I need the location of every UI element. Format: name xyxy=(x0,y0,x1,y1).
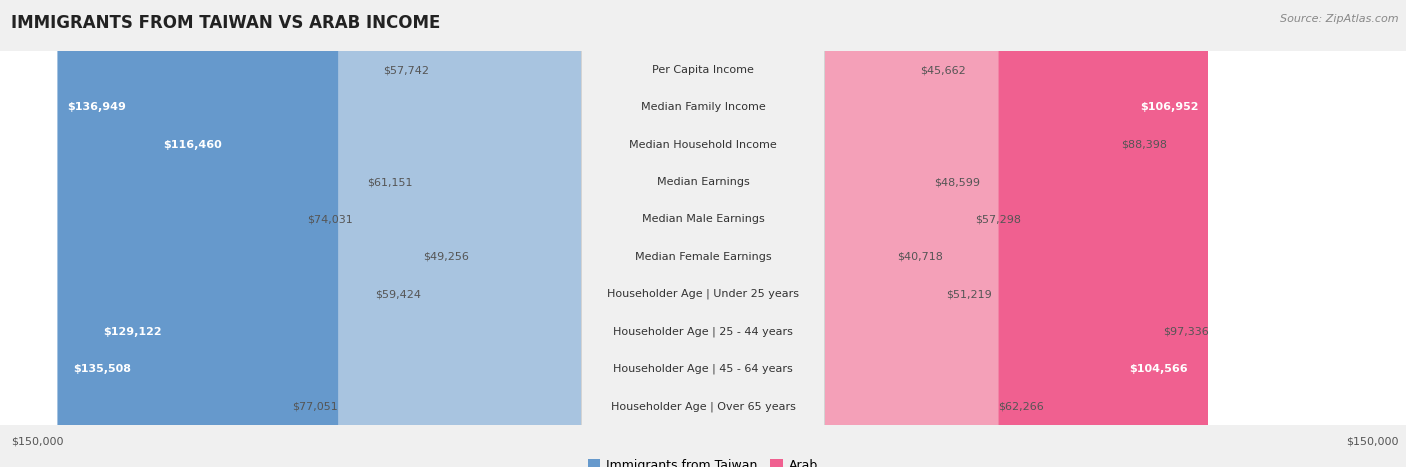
Text: Householder Age | Over 65 years: Householder Age | Over 65 years xyxy=(610,401,796,411)
FancyBboxPatch shape xyxy=(699,0,897,467)
Text: $74,031: $74,031 xyxy=(307,214,353,225)
Text: $116,460: $116,460 xyxy=(163,140,222,150)
Text: $59,424: $59,424 xyxy=(375,289,420,299)
FancyBboxPatch shape xyxy=(412,0,707,467)
FancyBboxPatch shape xyxy=(353,0,707,467)
FancyBboxPatch shape xyxy=(429,0,707,467)
FancyBboxPatch shape xyxy=(420,0,707,467)
FancyBboxPatch shape xyxy=(94,0,707,467)
Text: Source: ZipAtlas.com: Source: ZipAtlas.com xyxy=(1281,14,1399,24)
Text: Householder Age | Under 25 years: Householder Age | Under 25 years xyxy=(607,289,799,299)
Text: $57,298: $57,298 xyxy=(974,214,1021,225)
FancyBboxPatch shape xyxy=(582,0,824,467)
Text: $57,742: $57,742 xyxy=(382,65,429,75)
Text: Median Earnings: Median Earnings xyxy=(657,177,749,187)
Text: $150,000: $150,000 xyxy=(11,436,63,446)
FancyBboxPatch shape xyxy=(699,0,1208,467)
Text: $48,599: $48,599 xyxy=(934,177,980,187)
Text: Householder Age | 45 - 64 years: Householder Age | 45 - 64 years xyxy=(613,364,793,374)
Text: Median Family Income: Median Family Income xyxy=(641,102,765,113)
Text: $150,000: $150,000 xyxy=(1347,436,1399,446)
Text: $77,051: $77,051 xyxy=(292,401,339,411)
FancyBboxPatch shape xyxy=(582,0,824,467)
Text: Median Female Earnings: Median Female Earnings xyxy=(634,252,772,262)
Text: $106,952: $106,952 xyxy=(1140,102,1199,113)
Text: $45,662: $45,662 xyxy=(921,65,966,75)
FancyBboxPatch shape xyxy=(582,0,824,467)
FancyBboxPatch shape xyxy=(582,0,824,467)
Text: $51,219: $51,219 xyxy=(946,289,993,299)
FancyBboxPatch shape xyxy=(582,0,824,467)
Text: Per Capita Income: Per Capita Income xyxy=(652,65,754,75)
FancyBboxPatch shape xyxy=(699,0,1197,467)
FancyBboxPatch shape xyxy=(699,0,935,467)
Text: $61,151: $61,151 xyxy=(367,177,413,187)
FancyBboxPatch shape xyxy=(468,0,707,467)
Text: $104,566: $104,566 xyxy=(1129,364,1188,374)
Text: Median Male Earnings: Median Male Earnings xyxy=(641,214,765,225)
FancyBboxPatch shape xyxy=(153,0,707,467)
FancyBboxPatch shape xyxy=(582,0,824,467)
FancyBboxPatch shape xyxy=(699,0,1163,467)
FancyBboxPatch shape xyxy=(699,0,976,467)
Text: Median Household Income: Median Household Income xyxy=(628,140,778,150)
FancyBboxPatch shape xyxy=(699,0,998,467)
FancyBboxPatch shape xyxy=(699,0,1121,467)
Text: $62,266: $62,266 xyxy=(998,401,1045,411)
Text: $40,718: $40,718 xyxy=(897,252,943,262)
Text: IMMIGRANTS FROM TAIWAN VS ARAB INCOME: IMMIGRANTS FROM TAIWAN VS ARAB INCOME xyxy=(11,14,440,32)
Legend: Immigrants from Taiwan, Arab: Immigrants from Taiwan, Arab xyxy=(582,453,824,467)
Text: $135,508: $135,508 xyxy=(73,364,132,374)
Text: $129,122: $129,122 xyxy=(104,326,162,337)
Text: $49,256: $49,256 xyxy=(423,252,468,262)
Text: $97,336: $97,336 xyxy=(1163,326,1208,337)
Text: $88,398: $88,398 xyxy=(1121,140,1167,150)
FancyBboxPatch shape xyxy=(582,0,824,467)
Text: Householder Age | 25 - 44 years: Householder Age | 25 - 44 years xyxy=(613,326,793,337)
FancyBboxPatch shape xyxy=(582,0,824,467)
FancyBboxPatch shape xyxy=(337,0,707,467)
FancyBboxPatch shape xyxy=(582,0,824,467)
FancyBboxPatch shape xyxy=(58,0,707,467)
FancyBboxPatch shape xyxy=(582,0,824,467)
FancyBboxPatch shape xyxy=(65,0,707,467)
Text: $136,949: $136,949 xyxy=(67,102,125,113)
FancyBboxPatch shape xyxy=(699,0,921,467)
FancyBboxPatch shape xyxy=(699,0,946,467)
